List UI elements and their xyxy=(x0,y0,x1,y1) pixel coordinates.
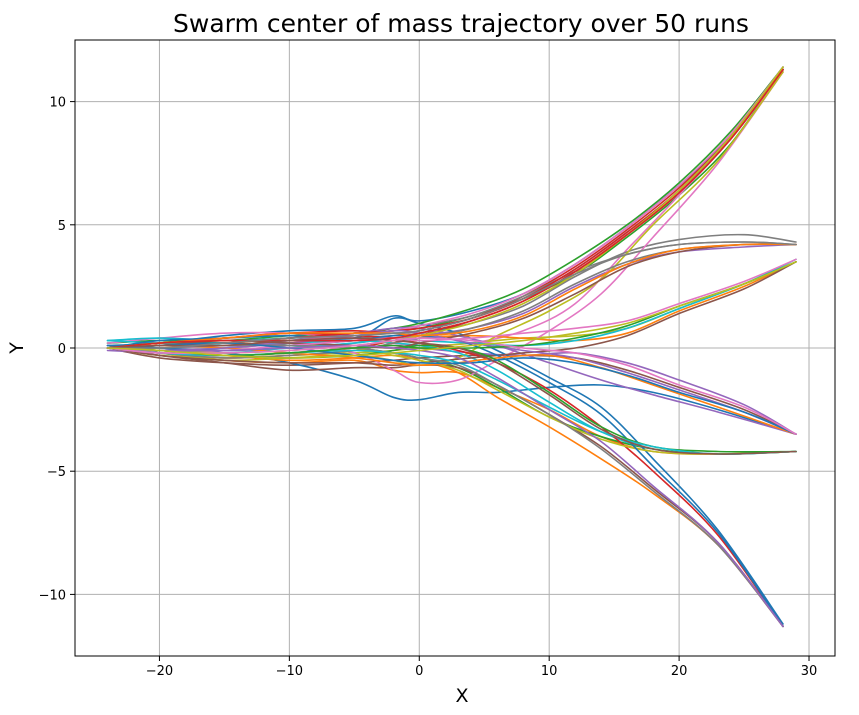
axis-ticks: −20 −10 0 10 20 30 −10 −5 0 5 10 xyxy=(39,96,818,679)
trajectory-line xyxy=(106,243,797,349)
x-tick-label: 20 xyxy=(671,664,688,679)
y-tick-label: 0 xyxy=(58,342,66,357)
x-axis-label: X xyxy=(455,685,468,707)
y-axis-label: Y xyxy=(6,342,28,355)
trajectory-line xyxy=(106,337,797,455)
trajectory-line xyxy=(106,344,784,628)
trajectory-lines xyxy=(106,66,797,628)
trajectory-line xyxy=(106,241,797,350)
trajectory-line xyxy=(106,68,784,349)
x-tick-label: 30 xyxy=(801,664,818,679)
y-tick-label: −10 xyxy=(39,588,66,603)
plot-frame xyxy=(74,39,836,657)
trajectory-line xyxy=(106,261,797,359)
trajectory-line xyxy=(106,329,797,435)
y-tick-label: 10 xyxy=(49,96,66,111)
y-tick-label: 5 xyxy=(58,219,66,234)
x-tick-label: 0 xyxy=(415,664,423,679)
x-tick-label: 10 xyxy=(541,664,558,679)
x-tick-label: −20 xyxy=(146,664,173,679)
chart-title: Swarm center of mass trajectory over 50 … xyxy=(173,9,749,38)
trajectory-line xyxy=(106,337,797,435)
x-tick-label: −10 xyxy=(276,664,303,679)
y-tick-label: −5 xyxy=(47,465,66,480)
